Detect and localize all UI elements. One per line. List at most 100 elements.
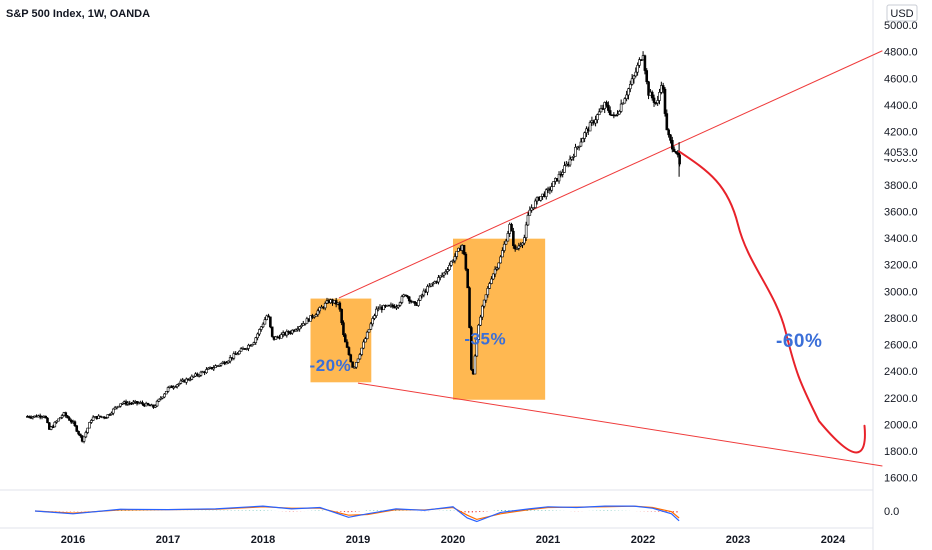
candle-body — [638, 59, 641, 66]
candle-body — [258, 329, 261, 335]
x-tick-label: 2023 — [726, 534, 750, 546]
candle-body — [667, 129, 670, 136]
candle-body — [349, 354, 353, 363]
candle-body — [250, 343, 254, 347]
candle-body — [623, 98, 627, 104]
candle-body — [669, 134, 672, 141]
indicator-zero-tick: 0.0 — [884, 506, 899, 518]
candle-body — [265, 315, 269, 320]
candle-body — [493, 268, 497, 275]
candle-body — [382, 305, 385, 311]
candle-body — [625, 94, 628, 100]
candle-body — [563, 165, 566, 173]
candle-body — [303, 322, 307, 325]
candle-body — [400, 296, 404, 303]
candle-body — [470, 327, 473, 370]
x-tick-label: 2022 — [631, 534, 655, 546]
candle-body — [239, 348, 243, 352]
y-tick-label: 5000.0 — [884, 20, 918, 32]
candle-body — [347, 347, 351, 355]
candle-body — [599, 108, 603, 113]
candle-body — [274, 336, 278, 340]
candle-body — [90, 420, 93, 423]
candle-body — [647, 81, 650, 96]
candle-body — [55, 420, 58, 423]
candle-body — [468, 287, 471, 328]
candle-body — [614, 114, 617, 117]
candle-body — [82, 436, 86, 442]
candle-body — [190, 375, 194, 380]
candle-body — [360, 347, 364, 355]
candle-body — [53, 421, 57, 428]
candle-body — [280, 334, 283, 339]
candle-body — [422, 290, 426, 296]
candle-body — [391, 304, 395, 307]
candle-body — [466, 268, 469, 289]
candle-body — [636, 64, 639, 73]
projection-curve — [678, 150, 866, 454]
candle-body — [561, 172, 564, 175]
trendline-upper — [338, 50, 883, 299]
candle-body — [652, 97, 656, 103]
candle-body — [356, 358, 360, 363]
candle-body — [163, 393, 166, 398]
candle-body — [212, 367, 216, 370]
candle-body — [323, 302, 327, 309]
candle-body — [119, 403, 122, 407]
candle-body — [185, 378, 188, 383]
candle-body — [418, 295, 422, 301]
candle-body — [491, 273, 495, 280]
candle-body — [298, 326, 301, 330]
candle-body — [406, 295, 409, 298]
candle-body — [161, 396, 164, 399]
candle-body — [146, 402, 150, 406]
candle-body — [153, 405, 157, 408]
candle-body — [170, 385, 174, 388]
last-price-label: 4053.0 — [884, 147, 918, 159]
y-tick-label: 3400.0 — [884, 233, 918, 245]
candle-body — [672, 148, 676, 152]
candle-body — [367, 328, 371, 333]
candle-body — [314, 314, 318, 317]
candle-body — [663, 88, 667, 114]
percent-label: -35% — [464, 330, 506, 349]
y-tick-label: 4400.0 — [884, 100, 918, 112]
candle-body — [135, 401, 139, 404]
candle-body — [495, 267, 499, 270]
y-tick-label: 3000.0 — [884, 286, 918, 298]
candle-body — [206, 367, 210, 370]
candle-body — [417, 300, 420, 306]
candle-body — [57, 418, 60, 422]
candle-body — [159, 397, 163, 400]
candle-body — [141, 402, 144, 405]
currency-badge[interactable] — [886, 4, 918, 22]
candle-body — [597, 111, 601, 115]
trendline-lower — [357, 382, 883, 467]
macd-line — [34, 505, 680, 523]
candle-body — [354, 362, 358, 368]
candle-body — [661, 85, 665, 90]
y-tick-label: 2200.0 — [884, 393, 918, 405]
candle-body — [501, 250, 504, 258]
candle-body — [318, 307, 322, 312]
candle-body — [108, 414, 111, 416]
candle-body — [429, 283, 433, 287]
x-axis-ticks: 2016 2017 2018 2019 2020 2021 2022 2023 2024 — [61, 534, 846, 546]
candle-body — [446, 269, 449, 272]
candle-body — [177, 383, 181, 386]
candle-body — [528, 209, 532, 216]
candle-body — [674, 151, 678, 154]
candle-body — [438, 275, 442, 278]
candle-body — [121, 402, 124, 405]
candle-body — [426, 286, 429, 293]
candle-body — [157, 398, 161, 402]
candle-body — [256, 333, 259, 339]
last-price-bg — [874, 145, 932, 159]
candle-body — [291, 329, 294, 334]
candle-body — [440, 274, 444, 277]
x-tick-label: 2020 — [441, 534, 465, 546]
candle-body — [196, 373, 199, 376]
y-tick-label: 4800.0 — [884, 47, 918, 59]
candle-body — [618, 111, 621, 115]
candle-body — [510, 224, 513, 232]
